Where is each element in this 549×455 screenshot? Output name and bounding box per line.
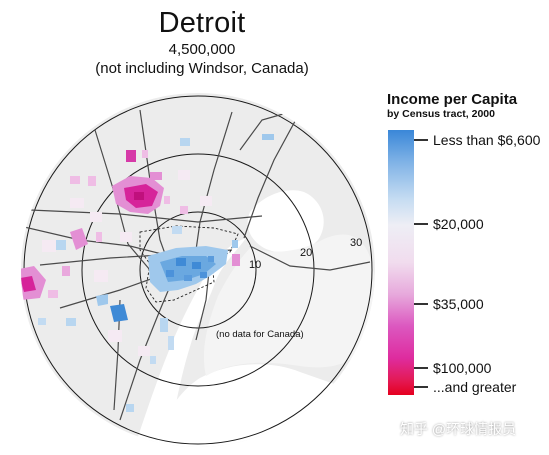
title-block: Detroit 4,500,000 (not including Windsor…: [52, 6, 352, 78]
map-title: Detroit: [158, 7, 246, 39]
ring-label-10: 10: [249, 259, 261, 271]
lake-st-clair: [247, 190, 324, 253]
legend-tick: [414, 223, 428, 225]
legend-tick: [414, 139, 428, 141]
low-income-tracts: [38, 134, 274, 412]
mid-income-tracts: [42, 170, 212, 356]
highways: [21, 109, 371, 421]
legend-title: Income per Capita: [387, 91, 518, 108]
legend-tick: [414, 303, 428, 305]
legend-label-greater: ...and greater: [433, 379, 517, 395]
no-data-note: (no data for Canada): [216, 329, 304, 340]
legend-color-bar: [388, 130, 414, 395]
legend-label-20000: $20,000: [433, 216, 484, 232]
legend-label-100000: $100,000: [433, 360, 492, 376]
ring-label-30: 30: [350, 237, 362, 249]
population-label: 4,500,000: [168, 41, 236, 58]
legend-label-lowest: Less than $6,600: [433, 132, 541, 148]
detroit-city-limit: [139, 225, 239, 303]
high-income-tracts: [21, 150, 240, 300]
ring-20: [81, 153, 315, 387]
legend-tick: [414, 367, 428, 369]
detroit-river: [132, 238, 246, 447]
map-subtitle: (not including Windsor, Canada): [95, 60, 309, 77]
legend-label-35000: $35,000: [433, 296, 484, 312]
canada-region: [203, 234, 375, 376]
legend-tick: [414, 386, 428, 388]
ring-10: [139, 211, 257, 329]
legend-subtitle: by Census tract, 2000: [387, 108, 495, 120]
ring-label-20: 20: [300, 247, 312, 259]
watermark: 知乎 @环球情报员: [400, 421, 517, 437]
